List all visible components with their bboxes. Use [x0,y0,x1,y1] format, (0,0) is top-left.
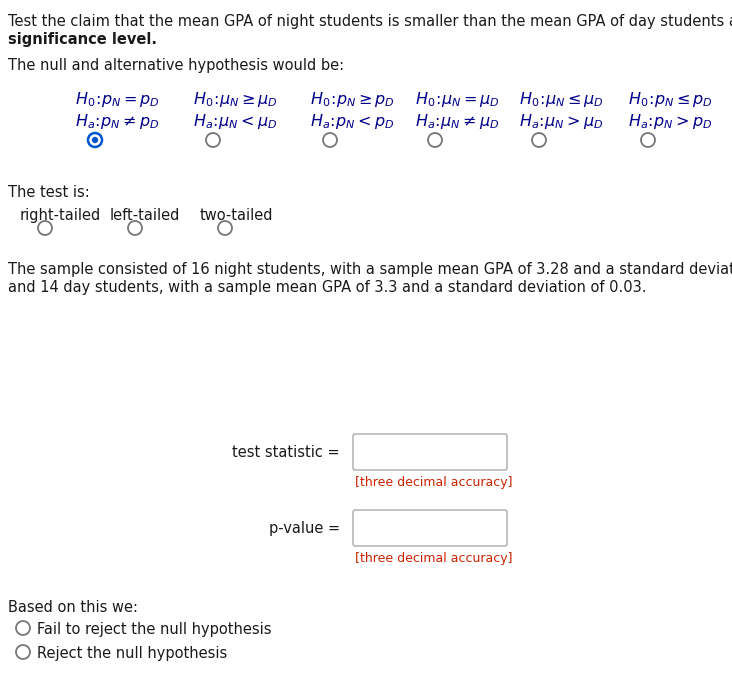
Text: The sample consisted of 16 night students, with a sample mean GPA of 3.28 and a : The sample consisted of 16 night student… [8,262,732,277]
Text: $H_a\!:\!\mu_N < \mu_D$: $H_a\!:\!\mu_N < \mu_D$ [193,112,277,131]
Text: $H_0\!:\!p_N = p_D$: $H_0\!:\!p_N = p_D$ [75,90,160,109]
Text: $H_0\!:\!p_N \leq p_D$: $H_0\!:\!p_N \leq p_D$ [628,90,713,109]
Text: right-tailed: right-tailed [20,208,101,223]
Text: Test the claim that the mean GPA of night students is smaller than the mean GPA : Test the claim that the mean GPA of nigh… [8,14,732,29]
Text: $H_a\!:\!\mu_N \neq \mu_D$: $H_a\!:\!\mu_N \neq \mu_D$ [415,112,500,131]
Text: left-tailed: left-tailed [110,208,180,223]
Text: $H_a\!:\!p_N \neq p_D$: $H_a\!:\!p_N \neq p_D$ [75,112,160,131]
Text: two-tailed: two-tailed [200,208,274,223]
FancyBboxPatch shape [353,434,507,470]
Text: The null and alternative hypothesis would be:: The null and alternative hypothesis woul… [8,58,344,73]
Text: significance level.: significance level. [8,32,157,47]
Text: p-value =: p-value = [269,520,340,536]
Circle shape [92,137,98,143]
Text: $H_0\!:\!\mu_N \leq \mu_D$: $H_0\!:\!\mu_N \leq \mu_D$ [519,90,604,109]
Text: The test is:: The test is: [8,185,90,200]
Text: Based on this we:: Based on this we: [8,600,138,615]
Text: test statistic =: test statistic = [232,444,340,460]
Text: $H_0\!:\!p_N \geq p_D$: $H_0\!:\!p_N \geq p_D$ [310,90,395,109]
Text: $H_0\!:\!\mu_N = \mu_D$: $H_0\!:\!\mu_N = \mu_D$ [415,90,500,109]
Text: $H_a\!:\!\mu_N > \mu_D$: $H_a\!:\!\mu_N > \mu_D$ [519,112,604,131]
Text: Reject the null hypothesis: Reject the null hypothesis [37,646,227,661]
Text: $H_0\!:\!\mu_N \geq \mu_D$: $H_0\!:\!\mu_N \geq \mu_D$ [193,90,278,109]
Text: and 14 day students, with a sample mean GPA of 3.3 and a standard deviation of 0: and 14 day students, with a sample mean … [8,280,646,295]
Text: [three decimal accuracy]: [three decimal accuracy] [355,476,512,489]
Text: Fail to reject the null hypothesis: Fail to reject the null hypothesis [37,622,272,637]
Text: [three decimal accuracy]: [three decimal accuracy] [355,552,512,565]
FancyBboxPatch shape [353,510,507,546]
Text: $H_a\!:\!p_N < p_D$: $H_a\!:\!p_N < p_D$ [310,112,395,131]
Text: $H_a\!:\!p_N > p_D$: $H_a\!:\!p_N > p_D$ [628,112,712,131]
